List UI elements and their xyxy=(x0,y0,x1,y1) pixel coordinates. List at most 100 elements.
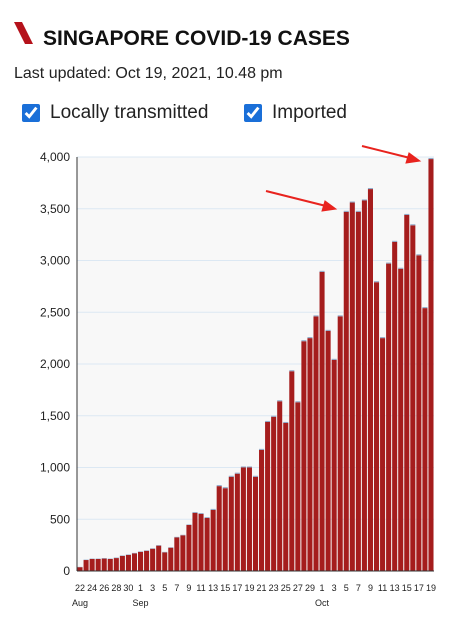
bar xyxy=(295,401,301,403)
legend-item[interactable]: Locally transmitted xyxy=(22,102,208,124)
bar xyxy=(138,551,144,552)
bar xyxy=(156,545,162,571)
bar xyxy=(144,550,150,551)
bar xyxy=(125,554,131,571)
x-tick-label: 25 xyxy=(281,583,291,593)
bar xyxy=(101,558,107,559)
bar xyxy=(392,240,398,242)
bar xyxy=(228,476,234,571)
bar xyxy=(367,188,373,190)
x-tick-label: 3 xyxy=(332,583,337,593)
bar xyxy=(337,316,343,571)
bar xyxy=(277,400,283,402)
y-tick-label: 500 xyxy=(50,512,70,526)
chart-title: SINGAPORE COVID-19 CASES xyxy=(43,27,350,50)
bar xyxy=(289,370,295,372)
bar xyxy=(125,554,131,555)
bar xyxy=(325,330,331,571)
bar xyxy=(234,472,240,474)
bar xyxy=(162,552,168,571)
bar xyxy=(119,555,125,556)
bar xyxy=(222,488,228,571)
bar xyxy=(186,524,192,571)
bar xyxy=(404,213,410,215)
y-tick-label: 2,500 xyxy=(40,305,70,319)
x-tick-label: 22 xyxy=(75,583,85,593)
bar xyxy=(361,200,367,571)
x-month-label: Sep xyxy=(133,598,149,608)
y-tick-label: 1,000 xyxy=(40,461,70,475)
bar xyxy=(222,487,228,489)
x-tick-label: 28 xyxy=(111,583,121,593)
checkbox[interactable] xyxy=(22,104,40,122)
bar xyxy=(343,210,349,212)
bar xyxy=(192,512,198,513)
bar xyxy=(186,524,192,525)
x-tick-label: 27 xyxy=(293,583,303,593)
bar xyxy=(355,211,361,572)
bar xyxy=(77,567,83,571)
bar xyxy=(168,547,174,548)
x-tick-label: 15 xyxy=(402,583,412,593)
x-tick-label: 21 xyxy=(257,583,267,593)
bar xyxy=(301,340,307,342)
bar xyxy=(386,262,392,264)
x-tick-label: 19 xyxy=(426,583,436,593)
bar xyxy=(95,558,101,571)
y-tick-label: 1,500 xyxy=(40,409,70,423)
x-tick-label: 11 xyxy=(378,583,387,593)
bar xyxy=(325,329,331,331)
bar xyxy=(252,475,259,477)
x-tick-label: 5 xyxy=(344,583,349,593)
x-tick-label: 9 xyxy=(368,583,373,593)
bar xyxy=(283,421,289,423)
bar xyxy=(204,518,210,571)
bar xyxy=(174,537,180,571)
bar xyxy=(416,255,422,571)
bar xyxy=(398,267,404,269)
legend-item[interactable]: Imported xyxy=(244,102,347,124)
x-tick-label: 7 xyxy=(356,583,361,593)
bar xyxy=(204,517,210,519)
x-tick-label: 17 xyxy=(414,583,424,593)
bar xyxy=(89,558,95,571)
bar xyxy=(380,337,386,339)
bar xyxy=(422,308,428,571)
x-tick-label: 29 xyxy=(305,583,315,593)
y-tick-label: 2,000 xyxy=(40,357,70,371)
bar xyxy=(150,548,156,571)
bar xyxy=(265,420,271,422)
bar xyxy=(416,254,422,256)
bar xyxy=(228,475,234,477)
bar xyxy=(113,558,119,571)
bar xyxy=(246,467,252,571)
bar xyxy=(373,282,380,571)
x-tick-label: 9 xyxy=(186,583,191,593)
bar xyxy=(271,416,277,571)
bar xyxy=(380,338,386,571)
bar xyxy=(349,201,355,203)
bar xyxy=(428,158,434,160)
bar xyxy=(265,421,271,571)
bar xyxy=(277,401,283,571)
bar xyxy=(410,225,416,571)
x-tick-label: 26 xyxy=(99,583,109,593)
legend-label: Locally transmitted xyxy=(50,102,209,123)
bar xyxy=(131,552,138,554)
annotation-arrow xyxy=(265,145,422,212)
bar xyxy=(319,270,325,272)
bar xyxy=(107,558,113,571)
bar xyxy=(216,485,222,487)
checkbox[interactable] xyxy=(244,104,262,122)
bar xyxy=(422,307,428,309)
bar xyxy=(313,316,319,571)
bar xyxy=(343,211,349,572)
bar xyxy=(289,371,295,571)
logo xyxy=(14,22,33,44)
bar xyxy=(313,315,319,317)
bar xyxy=(144,550,150,571)
x-tick-label: 30 xyxy=(123,583,133,593)
y-tick-label: 3,000 xyxy=(40,254,70,268)
x-month-label: Aug xyxy=(72,598,88,608)
